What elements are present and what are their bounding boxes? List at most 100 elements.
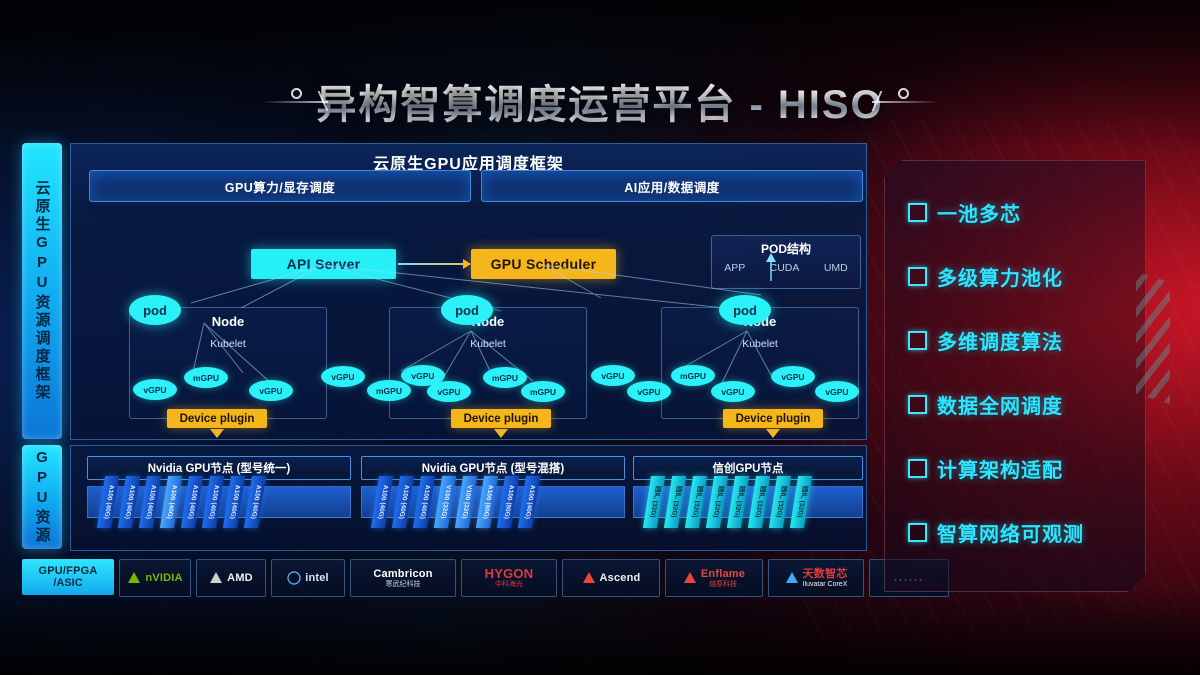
device-plugin-3[interactable]: Device plugin — [723, 409, 823, 428]
pod-badge-3[interactable]: pod — [719, 295, 771, 325]
feature-item-label: 计算架构适配 — [937, 459, 1063, 482]
iluvatar-logo-glyph — [785, 571, 799, 585]
gpu-card-label: V100 (32G) — [439, 485, 452, 519]
gpu-ellipse-c2-2[interactable]: mGPU — [483, 367, 527, 388]
checkbox-icon[interactable] — [908, 266, 927, 286]
vendor-subname: Iluvatar CoreX — [802, 580, 848, 588]
sidebar-tab-cloud-native-label: 云原生GPU资源调度框架 — [33, 180, 51, 402]
gpu-card-label: A100 (40G) — [123, 485, 136, 519]
device-plugin-3-label: Device plugin — [735, 412, 811, 425]
gpu-card-label: V100 (32G) — [460, 485, 473, 519]
api-server-label: API Server — [286, 256, 361, 272]
gpu-card-label: A100 (40G) — [418, 485, 431, 519]
top-bar-ai-data-label: AI应用/数据调度 — [624, 180, 720, 195]
vendor-cell-nvidia-logo[interactable]: nVIDIA — [119, 559, 191, 597]
gpu-card-label: 国产 (32G) — [753, 486, 766, 518]
pod-badge-3-label: pod — [733, 302, 757, 318]
top-bar-ai-data[interactable]: AI应用/数据调度 — [481, 170, 863, 202]
slide-title: 异构智算调度运营平台 - HISO — [0, 72, 1200, 130]
device-plugin-2-arrow-icon — [494, 429, 508, 438]
vendor-cell-highlight-tag[interactable]: GPU/FPGA/ASIC — [22, 559, 114, 595]
vendor-cell-amd-logo[interactable]: AMD — [196, 559, 266, 597]
gpu-card-label: 国产 (32G) — [795, 486, 808, 518]
enflame-logo-glyph — [683, 571, 697, 585]
vendor-cell-ascend-logo[interactable]: Ascend — [562, 559, 660, 597]
intel-logo-glyph — [287, 571, 301, 585]
vendor-name: Ascend — [599, 572, 641, 584]
checkbox-icon[interactable] — [908, 458, 927, 478]
pod-badge-2[interactable]: pod — [441, 295, 493, 325]
feature-panel-frame — [884, 160, 1146, 592]
gpu-ellipse-float-3[interactable]: vGPU — [627, 381, 671, 402]
gpu-ellipse-c2-3[interactable]: mGPU — [521, 381, 565, 402]
framework-middle-band: API Server GPU Scheduler POD结构 APP CUDA … — [70, 203, 867, 440]
pod-structure-item-umd: UMD — [823, 262, 848, 274]
gpu-ellipse-float-2[interactable]: vGPU — [591, 365, 635, 386]
intel-logo: intel — [287, 571, 329, 585]
feature-item-1[interactable]: 多级算力池化 — [908, 252, 1136, 300]
gpu-card-label: A100 (80G) — [502, 485, 515, 519]
vendor-name: Cambricon — [373, 567, 433, 580]
feature-item-5[interactable]: 智算网络可观测 — [908, 508, 1136, 556]
vendor-cell-iluvatar-logo[interactable]: 天数智芯 Iluvatar CoreX — [768, 559, 864, 597]
gpu-scheduler-box[interactable]: GPU Scheduler — [471, 249, 616, 279]
gpu-ellipse-c1-2[interactable]: vGPU — [249, 380, 293, 401]
checkbox-icon[interactable] — [908, 394, 927, 414]
sidebar-tab-gpu-resource-label: GPU资源 — [33, 449, 51, 545]
api-to-scheduler-arrow-icon — [398, 259, 471, 269]
feature-item-4[interactable]: 计算架构适配 — [908, 444, 1136, 492]
gpu-card-label: A100 (40G) — [207, 485, 220, 519]
enflame-logo: Enflame 燧原科技 — [683, 568, 745, 589]
sidebar-tab-gpu-resource[interactable]: GPU资源 — [22, 445, 62, 549]
gpu-card-label: A100 (40G) — [523, 485, 536, 519]
feature-item-3[interactable]: 数据全网调度 — [908, 380, 1136, 428]
gpu-ellipse-float-1[interactable]: mGPU — [367, 380, 411, 401]
feature-item-2[interactable]: 多维调度算法 — [908, 316, 1136, 364]
feature-item-0[interactable]: 一池多芯 — [908, 188, 1136, 236]
vendor-cell-enflame-logo[interactable]: Enflame 燧原科技 — [665, 559, 763, 597]
vendor-logo-row: GPU/FPGA/ASIC nVIDIA AMD intel Cambricon 寒武纪科… — [22, 559, 949, 597]
feature-item-label: 智算网络可观测 — [937, 523, 1084, 546]
gpu-ellipse-c1-1[interactable]: mGPU — [184, 367, 228, 388]
vendor-name: nVIDIA — [145, 572, 183, 584]
device-plugin-2[interactable]: Device plugin — [451, 409, 551, 428]
pod-badge-1-label: pod — [143, 302, 167, 318]
vendor-cell-cambricon-logo[interactable]: Cambricon 寒武纪科技 — [350, 559, 456, 597]
node-cluster-1: Node Kubelet — [129, 307, 327, 419]
highlight-tag: GPU/FPGA/ASIC — [38, 565, 97, 589]
gpu-ellipse-c2-1[interactable]: vGPU — [427, 381, 471, 402]
checkbox-icon[interactable] — [908, 522, 927, 542]
feature-panel: 一池多芯多级算力池化多维调度算法数据全网调度 计算架构适配 智算网络可观测 — [884, 160, 1146, 592]
ascend-logo-glyph — [582, 571, 596, 585]
vendor-cell-intel-logo[interactable]: intel — [271, 559, 345, 597]
ascend-logo: Ascend — [582, 571, 641, 585]
device-plugin-1-label: Device plugin — [179, 412, 255, 425]
gpu-ellipse-c3-1[interactable]: vGPU — [711, 381, 755, 402]
gpu-ellipse-c3-2[interactable]: vGPU — [771, 366, 815, 387]
gpu-ellipse-c1-0[interactable]: vGPU — [133, 379, 177, 400]
sidebar-tab-cloud-native[interactable]: 云原生GPU资源调度框架 — [22, 143, 62, 439]
gpu-card-label: A100 (40G) — [228, 485, 241, 519]
top-bar-gpu-compute[interactable]: GPU算力/显存调度 — [89, 170, 471, 202]
gpu-ellipse-float-0[interactable]: vGPU — [321, 366, 365, 387]
feature-item-label: 数据全网调度 — [937, 395, 1063, 418]
device-plugin-1[interactable]: Device plugin — [167, 409, 267, 428]
vendor-cell-hygon-logo[interactable]: HYGON 中科海光 — [461, 559, 557, 597]
api-server-box[interactable]: API Server — [251, 249, 396, 279]
node-cluster-2-kubelet: Kubelet — [470, 338, 506, 350]
title-rule-right — [872, 101, 938, 103]
gpu-ellipse-c3-0[interactable]: mGPU — [671, 365, 715, 386]
checkbox-icon[interactable] — [908, 202, 927, 222]
feature-list: 一池多芯多级算力池化多维调度算法数据全网调度 计算架构适配 智算网络可观测 — [908, 188, 1136, 572]
nvidia-logo: nVIDIA — [127, 571, 182, 585]
device-plugin-3-arrow-icon — [766, 429, 780, 438]
feature-item-label: 多级算力池化 — [937, 267, 1063, 290]
gpu-card-label: A100 (40G) — [249, 485, 262, 519]
vendor-name: HYGON — [484, 565, 534, 581]
gpu-ellipse-float-4[interactable]: vGPU — [815, 381, 859, 402]
gpu-scheduler-label: GPU Scheduler — [490, 256, 597, 272]
checkbox-icon[interactable] — [908, 330, 927, 350]
gpu-ellipse-c2-0[interactable]: vGPU — [401, 365, 445, 386]
pod-badge-1[interactable]: pod — [129, 295, 181, 325]
background-top-fade — [0, 0, 1200, 150]
